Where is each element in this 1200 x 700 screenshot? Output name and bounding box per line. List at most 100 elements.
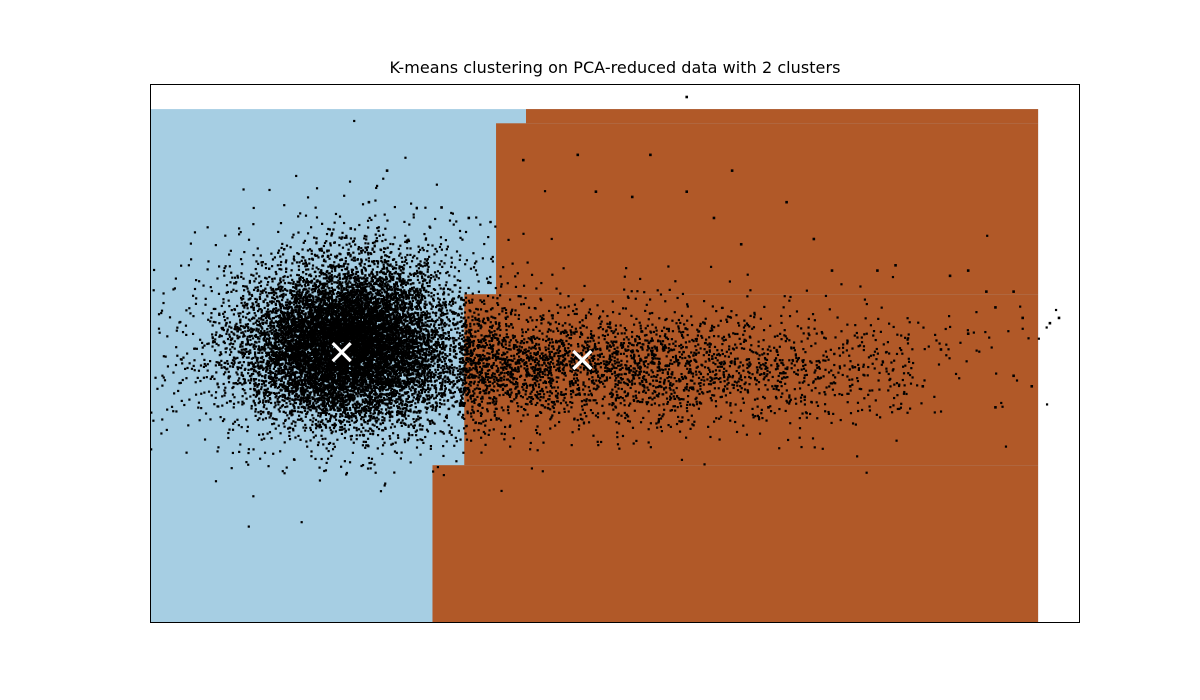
data-point [425, 360, 429, 363]
data-point [309, 363, 313, 366]
data-point [347, 414, 350, 417]
data-point [260, 330, 263, 333]
data-point [213, 403, 216, 406]
data-point [324, 469, 328, 472]
data-point [268, 275, 271, 279]
data-point [264, 266, 268, 270]
data-point [265, 369, 268, 372]
data-point [249, 368, 253, 371]
data-point [279, 333, 282, 337]
data-point [374, 322, 377, 325]
data-point [401, 301, 404, 304]
data-point [308, 320, 312, 324]
data-point [439, 430, 442, 433]
data-point [256, 337, 260, 340]
data-point [285, 466, 288, 469]
data-point [439, 376, 442, 379]
data-point [430, 353, 433, 356]
data-point [218, 313, 221, 316]
data-point [379, 411, 383, 414]
data-point [258, 433, 261, 436]
data-point [359, 285, 362, 289]
data-point [297, 406, 300, 409]
data-point [250, 343, 253, 346]
data-point [388, 274, 391, 277]
data-point [209, 360, 212, 363]
data-point [272, 354, 275, 358]
data-point [403, 309, 406, 313]
data-point [242, 315, 245, 318]
data-point [263, 329, 266, 333]
data-point [281, 376, 284, 379]
data-point [338, 293, 342, 296]
data-point [243, 389, 246, 392]
data-point [288, 394, 291, 397]
data-point [227, 381, 231, 384]
data-point [355, 297, 358, 300]
data-point [462, 451, 465, 454]
data-point [283, 338, 286, 341]
data-point [272, 381, 275, 384]
data-point [362, 440, 365, 443]
data-point [237, 361, 240, 364]
data-point [380, 365, 384, 368]
data-point [374, 400, 377, 403]
data-point [331, 423, 334, 427]
data-point [419, 298, 422, 302]
data-point [272, 379, 276, 382]
data-point [335, 369, 338, 372]
data-point [361, 463, 365, 467]
data-point [343, 380, 346, 383]
data-point [377, 358, 380, 361]
data-point [445, 440, 448, 443]
data-point [436, 331, 439, 334]
data-point [292, 303, 296, 306]
data-point [444, 239, 447, 242]
data-point [242, 402, 245, 405]
data-point [324, 367, 327, 370]
data-point [462, 370, 465, 373]
data-point [469, 352, 473, 355]
data-point [358, 335, 362, 338]
data-point [231, 393, 235, 396]
data-point [329, 363, 332, 366]
data-point [222, 270, 225, 273]
data-point [410, 330, 413, 333]
data-point [269, 363, 272, 366]
data-point [408, 380, 411, 383]
data-point [276, 346, 279, 350]
data-point [304, 328, 307, 331]
data-point [285, 355, 288, 358]
data-point [414, 361, 417, 364]
data-point [315, 378, 318, 381]
cluster-1-region-step [526, 109, 1039, 124]
data-point [309, 368, 312, 371]
data-point [406, 379, 410, 382]
data-point [272, 300, 275, 303]
data-point [333, 422, 336, 425]
data-point [432, 294, 436, 297]
data-point [286, 368, 289, 371]
data-point [389, 313, 392, 317]
data-point [464, 319, 468, 322]
data-point [394, 299, 397, 302]
data-point [263, 394, 266, 398]
data-point [218, 312, 221, 315]
data-point [223, 267, 226, 270]
data-point [333, 288, 336, 291]
data-point [278, 353, 281, 356]
data-point [375, 421, 378, 424]
data-point [228, 305, 231, 308]
data-point [285, 321, 288, 325]
data-point [294, 424, 297, 427]
data-point [282, 292, 285, 295]
data-point [403, 366, 406, 369]
data-point [214, 480, 218, 483]
data-point [304, 423, 307, 426]
data-point [440, 337, 443, 341]
data-point [254, 404, 257, 407]
data-point [283, 204, 286, 207]
data-point [302, 362, 306, 366]
data-point [338, 428, 341, 432]
data-point [218, 322, 221, 325]
